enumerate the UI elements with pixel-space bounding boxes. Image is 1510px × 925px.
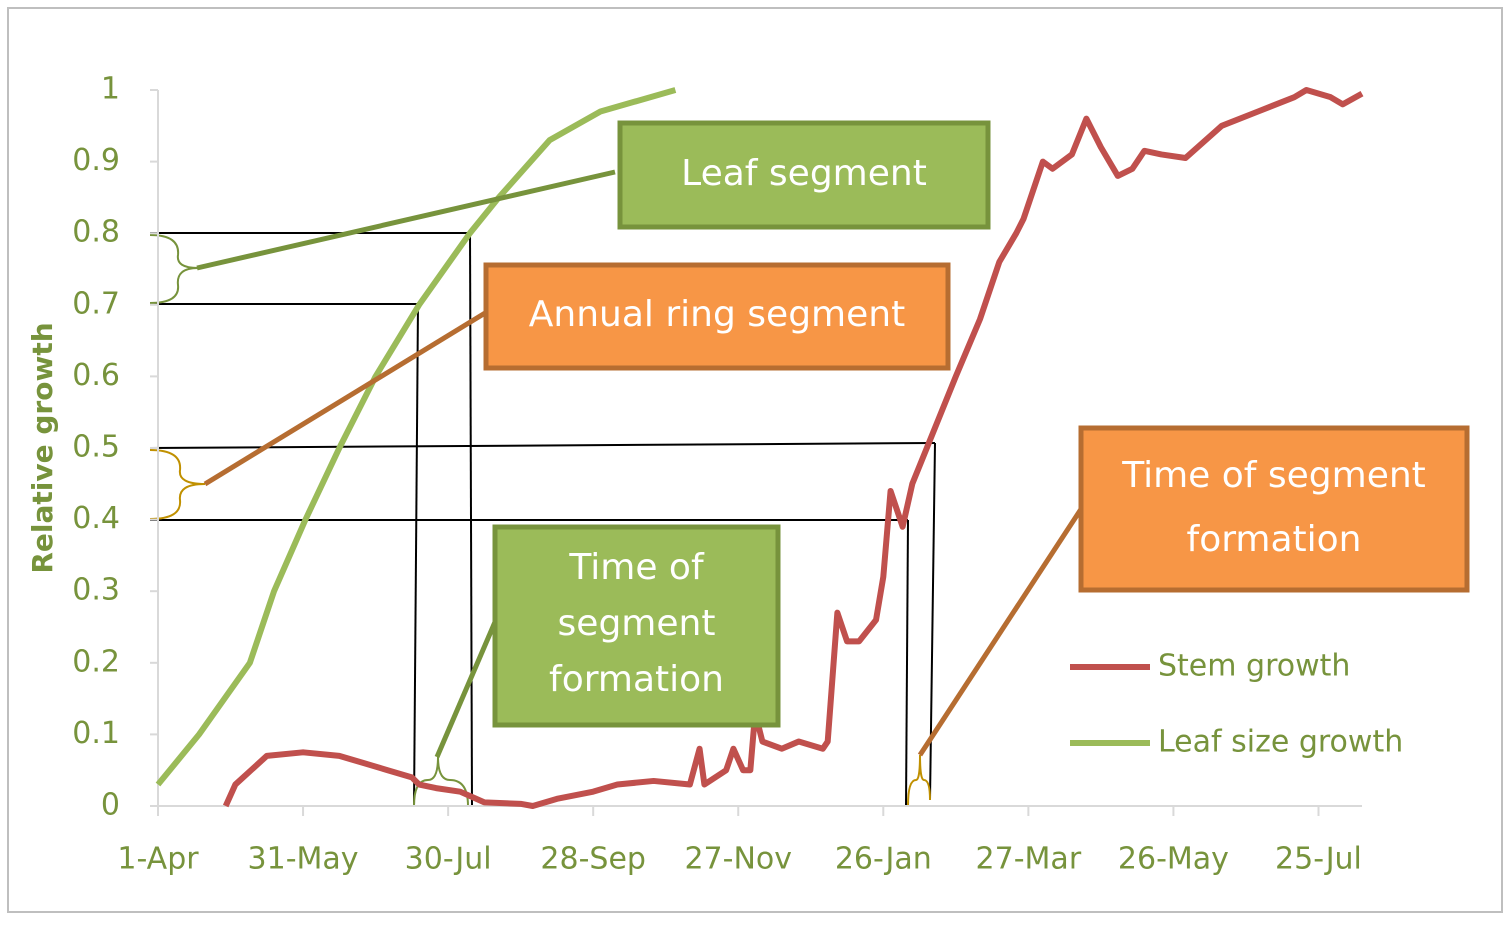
callout-wrap: Time of segment formation [549,547,724,700]
callout-box [492,524,781,728]
x-tick-label: 31-May [248,842,359,877]
callout-text: Annual ring segment [529,294,905,335]
y-tick-label: 0.1 [72,716,120,751]
callout-wrap: Time of segment formation [1122,455,1426,560]
callout-text: Time of segment formation [1122,455,1426,560]
callout-text: Leaf segment [681,153,927,194]
line-series [155,87,677,787]
y-tick-label: 0.7 [72,286,120,321]
y-tick-label: 0 [101,788,120,823]
annotation-lines [149,232,936,807]
y-tick-label: 0.8 [72,215,120,250]
x-tick-label: 1-Apr [117,842,199,877]
leader-line [434,621,498,758]
x-tick-label: 27-Nov [684,842,792,877]
x-tick-label: 28-Sep [540,842,646,877]
x-tick-label: 26-May [1118,842,1229,877]
y-tick-label: 0.9 [72,143,120,178]
y-axis-label: Relative growth [26,322,59,573]
legend-label: Leaf size growth [1158,725,1403,760]
line-series [222,87,1364,809]
y-tick-label: 0.5 [72,430,120,465]
y-tick-label: 0.4 [72,501,120,536]
callout-text: Time of segment formation [549,547,724,700]
callout-box [617,120,991,230]
x-tick-label: 25-Jul [1275,842,1362,877]
legend-label: Stem growth [1158,649,1350,684]
leader-line [196,169,616,271]
y-tick-label: 0.6 [72,358,120,393]
callout-box [483,262,951,371]
leader-line [917,501,1088,757]
callout-box [1078,425,1470,593]
leader-line [203,307,492,487]
y-tick-label: 1 [101,72,120,107]
y-tick-label: 0.3 [72,573,120,608]
x-tick-label: 30-Jul [405,842,492,877]
y-tick-label: 0.2 [72,644,120,679]
x-tick-label: 26-Jan [835,842,932,877]
x-tick-label: 27-Mar [976,842,1082,877]
